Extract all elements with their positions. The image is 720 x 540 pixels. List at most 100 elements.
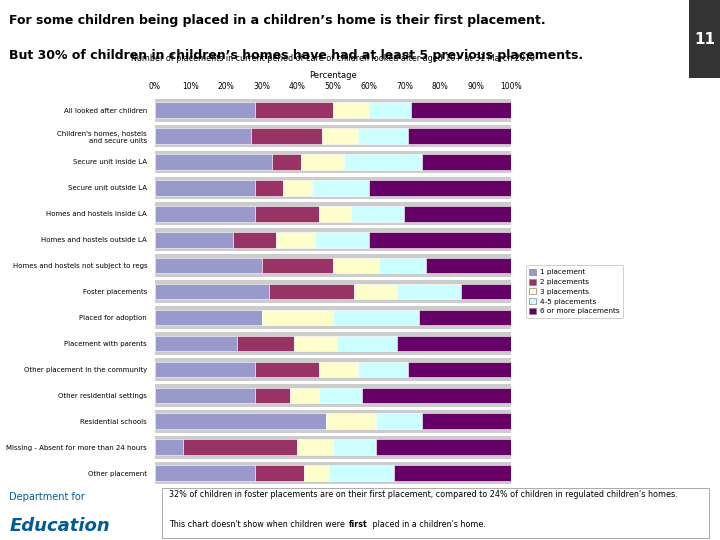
Bar [251, 129, 323, 144]
Bar [233, 232, 276, 247]
Bar [155, 180, 255, 195]
Title: Number of placements in current period of care of children looked after aged 10+: Number of placements in current period o… [131, 54, 535, 63]
Bar [361, 388, 511, 403]
Text: first: first [348, 520, 367, 529]
Bar [411, 103, 511, 118]
Bar [319, 388, 361, 403]
Bar [408, 362, 511, 377]
Bar [462, 284, 511, 299]
Bar [262, 258, 333, 273]
Bar [376, 414, 422, 429]
Bar [272, 154, 301, 170]
Bar [358, 362, 408, 377]
Legend: 1 placement, 2 placements, 3 placements, 4-5 placements, 6 or more placements: 1 placement, 2 placements, 3 placements,… [526, 265, 624, 318]
Text: placed in a children's home.: placed in a children's home. [369, 520, 485, 529]
Bar [155, 254, 511, 277]
Bar [155, 336, 237, 351]
Bar [376, 440, 511, 455]
Bar [422, 414, 511, 429]
Bar [394, 465, 511, 481]
Bar [276, 232, 315, 247]
Bar [397, 336, 511, 351]
Bar [155, 462, 511, 484]
Bar [315, 232, 369, 247]
Bar [323, 129, 358, 144]
Text: Education: Education [9, 517, 110, 535]
Bar [333, 258, 379, 273]
Bar [319, 362, 358, 377]
Bar [255, 388, 290, 403]
Bar [155, 310, 262, 325]
Bar [369, 180, 511, 195]
Bar [297, 440, 333, 455]
Bar [237, 336, 294, 351]
Bar [255, 206, 319, 221]
Bar [155, 154, 272, 170]
Bar [155, 129, 251, 144]
Bar [408, 129, 511, 144]
Bar [351, 206, 405, 221]
Bar [301, 154, 343, 170]
Bar [312, 180, 369, 195]
Bar [155, 410, 511, 433]
Bar [689, 0, 720, 78]
Bar [326, 414, 376, 429]
Bar [418, 310, 511, 325]
X-axis label: Percentage: Percentage [309, 71, 357, 80]
Bar [155, 414, 326, 429]
Bar [255, 362, 319, 377]
Bar [255, 180, 283, 195]
Bar [343, 154, 422, 170]
Bar [369, 232, 511, 247]
Bar [155, 206, 255, 221]
Bar [269, 284, 354, 299]
Bar [155, 284, 269, 299]
Bar [155, 332, 511, 355]
Bar [397, 284, 462, 299]
Bar [358, 129, 408, 144]
Bar [155, 103, 255, 118]
Bar [354, 284, 397, 299]
Text: Department for: Department for [9, 492, 85, 503]
Bar [379, 258, 426, 273]
Bar [333, 310, 418, 325]
Bar [155, 440, 184, 455]
Bar [426, 258, 511, 273]
Bar [155, 232, 233, 247]
Bar [319, 206, 351, 221]
Bar [155, 177, 511, 199]
Bar [155, 384, 511, 407]
Bar [155, 436, 511, 458]
Bar [155, 228, 511, 251]
Bar [333, 103, 369, 118]
Bar [155, 358, 511, 381]
Bar [333, 440, 376, 455]
Bar [290, 388, 319, 403]
Bar [155, 465, 255, 481]
Text: 32% of children in foster placements are on their first placement, compared to 2: 32% of children in foster placements are… [169, 490, 678, 500]
Bar [155, 258, 262, 273]
Bar [330, 465, 394, 481]
Bar [155, 362, 255, 377]
Bar [255, 465, 305, 481]
Bar [155, 99, 511, 122]
Bar [294, 336, 336, 351]
Bar [369, 103, 411, 118]
Bar [155, 280, 511, 303]
Bar [336, 336, 397, 351]
Bar [162, 488, 709, 538]
Bar [184, 440, 297, 455]
Text: 11: 11 [694, 32, 715, 46]
Bar [155, 125, 511, 147]
Bar [155, 151, 511, 173]
Bar [155, 202, 511, 225]
Bar [422, 154, 511, 170]
Text: But 30% of children in children’s homes have had at least 5 previous placements.: But 30% of children in children’s homes … [9, 49, 583, 62]
Bar [405, 206, 511, 221]
Bar [155, 388, 255, 403]
Text: This chart doesn't show when children were: This chart doesn't show when children we… [169, 520, 348, 529]
Bar [305, 465, 330, 481]
Bar [283, 180, 312, 195]
Bar [255, 103, 333, 118]
Text: For some children being placed in a children’s home is their first placement.: For some children being placed in a chil… [9, 14, 546, 27]
